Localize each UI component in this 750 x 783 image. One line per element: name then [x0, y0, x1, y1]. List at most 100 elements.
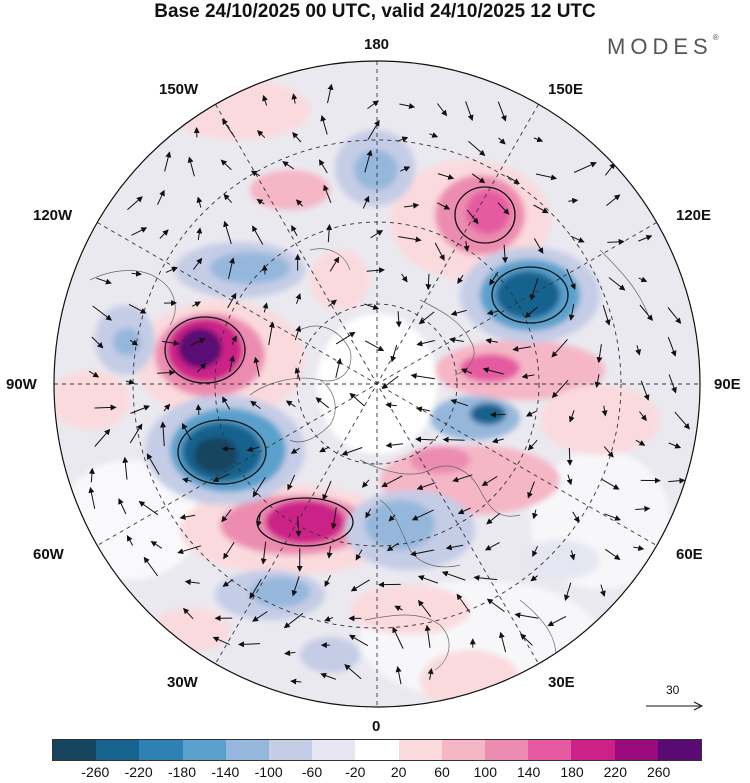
wind-vector	[227, 292, 237, 309]
wind-vector	[262, 302, 269, 313]
wind-vector	[466, 209, 479, 225]
wind-vector	[527, 481, 535, 499]
colorbar-tick-label: -60	[301, 764, 323, 780]
wind-vector	[525, 410, 537, 417]
wind-vector	[157, 189, 165, 205]
wind-vector	[568, 304, 575, 321]
wind-vector	[416, 406, 430, 413]
wind-vector	[473, 574, 498, 581]
lon-label-120e: 120E	[676, 207, 712, 224]
wind-vector	[221, 509, 232, 523]
wind-vector	[249, 579, 262, 600]
colorbar-swatch	[53, 740, 97, 760]
wind-vector	[668, 442, 682, 449]
wind-vector	[449, 337, 464, 343]
wind-vector	[366, 267, 385, 274]
wind-vector	[125, 378, 135, 385]
wind-vector	[291, 576, 300, 597]
wind-vector	[322, 480, 332, 501]
wind-vector	[527, 439, 538, 451]
wind-vector	[482, 367, 504, 375]
wind-vector	[285, 400, 296, 408]
wind-vector	[465, 101, 474, 122]
wind-vector	[330, 507, 337, 530]
wind-vector	[601, 405, 608, 417]
wind-vector	[88, 467, 95, 483]
wind-vector	[250, 400, 261, 409]
wind-vector	[92, 305, 112, 321]
wind-vector	[457, 507, 471, 515]
wind-vector	[295, 293, 302, 304]
wind-vector	[514, 612, 539, 619]
wind-vector	[481, 475, 498, 487]
wind-vector	[320, 115, 328, 135]
colorbar-tick-label: 220	[603, 764, 628, 780]
wind-vector	[290, 678, 302, 685]
wind-vector	[441, 571, 466, 581]
wind-vector	[607, 238, 625, 245]
wind-vector	[294, 367, 301, 381]
wind-vector	[268, 321, 275, 346]
wind-vector	[238, 641, 261, 648]
wind-vector	[365, 508, 372, 519]
wind-vector	[88, 486, 96, 509]
colorbar-tick-label: 180	[560, 764, 584, 780]
wind-vector	[604, 513, 621, 521]
lon-label-120w: 120W	[33, 207, 73, 224]
wind-vector	[399, 103, 416, 109]
wind-vector	[184, 579, 200, 586]
colorbar-tick-label: -20	[345, 764, 366, 780]
wind-vector	[486, 598, 505, 613]
wind-vector	[196, 227, 203, 240]
wind-vector	[223, 193, 233, 204]
wind-vector	[450, 309, 467, 317]
wind-vector	[394, 605, 403, 612]
colorbar-swatch	[355, 740, 399, 760]
wind-vector	[437, 103, 448, 117]
colorbar-swatch	[269, 740, 313, 760]
wind-vector	[416, 340, 436, 347]
wind-vector	[122, 456, 129, 480]
lon-label-30e: 30E	[548, 674, 575, 691]
wind-vector	[324, 574, 331, 587]
wind-vector	[390, 344, 398, 363]
colorbar-swatch	[528, 740, 572, 760]
wind-vector	[385, 442, 404, 449]
wind-vector	[252, 477, 266, 498]
wind-vector	[326, 546, 333, 559]
wind-vector	[129, 339, 139, 346]
wind-vector	[231, 335, 237, 345]
wind-vector	[485, 338, 498, 344]
wind-vector	[599, 584, 606, 597]
wind-vector	[256, 198, 265, 205]
lon-label-180: 180	[364, 36, 390, 53]
wind-vector	[212, 473, 230, 482]
wind-vector	[425, 273, 432, 291]
wind-vector	[486, 309, 500, 316]
wind-vector	[177, 545, 202, 555]
wind-vector	[635, 345, 642, 356]
wind-vector	[253, 356, 260, 377]
wind-vector	[486, 512, 501, 525]
map-disk	[54, 61, 700, 707]
wind-vector	[327, 83, 334, 104]
colorbar-swatch	[96, 740, 140, 760]
wind-vector	[364, 149, 373, 173]
wind-vector	[370, 230, 384, 239]
wind-vector	[381, 475, 403, 488]
wind-vector	[252, 611, 268, 622]
wind-vector	[146, 453, 160, 475]
colorbar-swatch	[614, 740, 658, 760]
wind-vector	[290, 447, 300, 454]
wind-vector	[606, 194, 621, 206]
wind-vector	[397, 136, 409, 143]
wind-vector	[564, 582, 572, 601]
wind-vector	[568, 410, 575, 423]
wind-vector	[262, 94, 268, 106]
wind-vector	[335, 357, 342, 378]
wind-vector	[126, 535, 134, 546]
wind-vector	[450, 398, 469, 407]
wind-vector	[255, 511, 262, 528]
wind-vector	[506, 175, 520, 185]
colorbar-swatch	[225, 740, 270, 760]
